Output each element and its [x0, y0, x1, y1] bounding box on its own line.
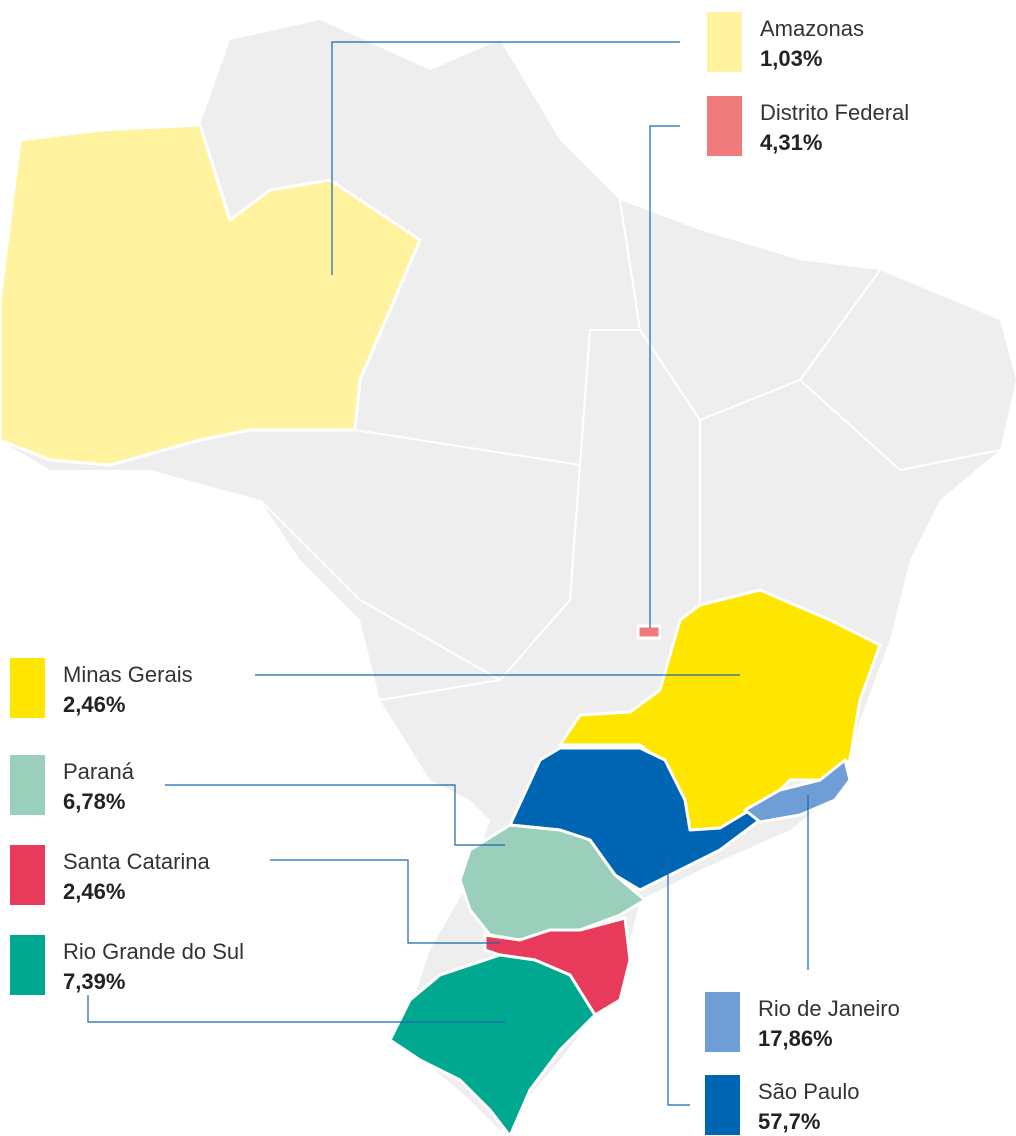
legend-value: 7,39%: [63, 969, 125, 994]
region-rj: [743, 758, 852, 824]
legend-value: 57,7%: [758, 1109, 820, 1134]
legend-name: Santa Catarina: [63, 849, 211, 874]
legend-value: 2,46%: [63, 692, 125, 717]
legend-name: Amazonas: [760, 16, 864, 41]
legend-value: 17,86%: [758, 1026, 833, 1051]
legend-swatch: [10, 658, 45, 718]
legend-value: 6,78%: [63, 789, 125, 814]
legend-swatch: [10, 755, 45, 815]
legend-name: Rio de Janeiro: [758, 996, 900, 1021]
legend-swatch: [707, 12, 742, 72]
legend-value: 4,31%: [760, 130, 822, 155]
leader-lines: [87, 41, 809, 1106]
legend-name: Paraná: [63, 759, 135, 784]
legend-swatch: [705, 992, 740, 1052]
region-df: [636, 624, 662, 640]
region-amazonas: [0, 123, 422, 467]
legend-value: 2,46%: [63, 879, 125, 904]
legend-swatch: [10, 935, 45, 995]
legend-name: Distrito Federal: [760, 100, 909, 125]
legend-name: Minas Gerais: [63, 662, 193, 687]
region-pr: [458, 823, 647, 942]
legend-swatch: [10, 845, 45, 905]
legend-name: São Paulo: [758, 1079, 860, 1104]
legend-swatch: [707, 96, 742, 156]
region-rs: [388, 953, 597, 1136]
legend-swatch: [705, 1075, 740, 1135]
state-borders: [259, 199, 1001, 701]
legend-value: 1,03%: [760, 46, 822, 71]
legend-name: Rio Grande do Sul: [63, 939, 244, 964]
